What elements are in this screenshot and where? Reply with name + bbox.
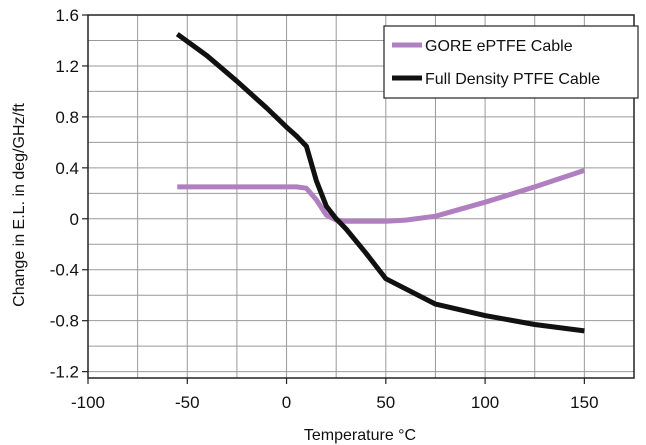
x-tick-labels: -100 -50 0 50 100 150 — [71, 378, 599, 412]
x-axis-title: Temperature °C — [304, 427, 416, 444]
y-tick-label: 0.4 — [55, 159, 79, 178]
y-axis-title: Change in E.L. in deg/GHz/ft — [11, 103, 28, 307]
y-tick-label: -0.4 — [50, 261, 79, 280]
legend-label-full-density: Full Density PTFE Cable — [425, 71, 600, 88]
y-tick-labels: 1.6 1.2 0.8 0.4 0 -0.4 -0.8 -1.2 — [50, 6, 88, 382]
y-tick-label: -0.8 — [50, 312, 79, 331]
y-tick-label: 0.8 — [55, 108, 79, 127]
x-tick-label: 50 — [376, 393, 395, 412]
series-layer — [175, 32, 586, 334]
series-line-gore — [177, 168, 586, 224]
x-tick-label: -100 — [71, 393, 105, 412]
series-line-full-density — [175, 32, 585, 334]
x-tick-label: 100 — [471, 393, 499, 412]
legend: GORE ePTFE Cable Full Density PTFE Cable — [383, 25, 639, 99]
x-tick-label: 0 — [282, 393, 291, 412]
legend-box — [383, 25, 639, 99]
y-tick-label: 1.2 — [55, 57, 79, 76]
y-tick-label: 1.6 — [55, 6, 79, 25]
y-tick-label: 0 — [70, 210, 79, 229]
x-tick-label: -50 — [175, 393, 200, 412]
plot-frame — [87, 14, 635, 379]
x-tick-label: 150 — [570, 393, 598, 412]
legend-label-gore: GORE ePTFE Cable — [425, 38, 573, 55]
y-tick-label: -1.2 — [50, 363, 79, 382]
